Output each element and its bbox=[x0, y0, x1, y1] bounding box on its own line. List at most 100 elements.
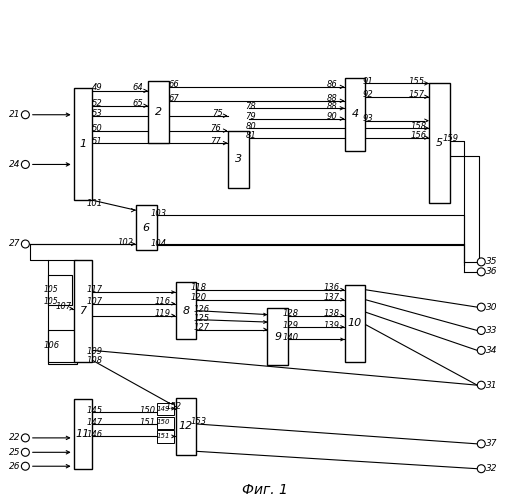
Text: 78: 78 bbox=[246, 102, 257, 111]
Text: 101: 101 bbox=[87, 198, 103, 207]
Bar bbox=[175, 282, 197, 340]
Text: 109: 109 bbox=[87, 348, 103, 356]
Text: 2: 2 bbox=[155, 107, 162, 117]
Text: 128: 128 bbox=[283, 309, 299, 318]
Bar bbox=[268, 308, 288, 366]
Bar bbox=[344, 78, 365, 150]
Text: 8: 8 bbox=[182, 306, 190, 316]
Text: 37: 37 bbox=[486, 440, 498, 448]
Text: 105: 105 bbox=[44, 285, 58, 294]
Text: 7: 7 bbox=[80, 306, 86, 316]
Circle shape bbox=[21, 111, 29, 118]
Text: 151: 151 bbox=[156, 434, 170, 440]
Bar bbox=[157, 416, 174, 429]
Text: 6: 6 bbox=[143, 222, 150, 232]
Text: 35: 35 bbox=[486, 258, 498, 266]
Text: 22: 22 bbox=[9, 434, 20, 442]
Text: 159: 159 bbox=[443, 134, 459, 143]
Text: 156: 156 bbox=[411, 131, 427, 140]
Text: 64: 64 bbox=[132, 84, 143, 92]
Text: 92: 92 bbox=[363, 90, 373, 100]
Text: 120: 120 bbox=[191, 293, 207, 302]
Circle shape bbox=[21, 434, 29, 442]
Text: 25: 25 bbox=[9, 448, 20, 457]
Bar bbox=[429, 84, 450, 202]
Text: 108: 108 bbox=[87, 356, 103, 366]
Text: 77: 77 bbox=[210, 136, 220, 145]
Text: 140: 140 bbox=[283, 333, 299, 342]
Circle shape bbox=[478, 346, 485, 354]
Bar bbox=[48, 275, 72, 304]
Text: 86: 86 bbox=[326, 80, 338, 90]
Text: 145: 145 bbox=[87, 406, 103, 414]
Text: 103: 103 bbox=[151, 208, 167, 218]
Text: 149: 149 bbox=[156, 406, 170, 411]
Text: 24: 24 bbox=[9, 160, 20, 169]
Text: 32: 32 bbox=[486, 464, 498, 473]
Circle shape bbox=[21, 448, 29, 456]
Circle shape bbox=[478, 326, 485, 334]
Text: 138: 138 bbox=[324, 309, 340, 318]
Text: 67: 67 bbox=[169, 94, 179, 104]
Circle shape bbox=[478, 464, 485, 472]
Text: 12: 12 bbox=[179, 421, 193, 431]
Bar bbox=[136, 205, 157, 250]
Text: 119: 119 bbox=[155, 308, 171, 318]
Text: 1: 1 bbox=[80, 140, 86, 149]
Text: 93: 93 bbox=[363, 114, 373, 123]
Text: 31: 31 bbox=[486, 380, 498, 390]
Circle shape bbox=[478, 258, 485, 266]
Text: 51: 51 bbox=[92, 136, 103, 145]
Circle shape bbox=[21, 462, 29, 470]
Text: 107: 107 bbox=[56, 302, 72, 311]
Bar bbox=[157, 402, 174, 415]
Text: 9: 9 bbox=[275, 332, 281, 342]
Circle shape bbox=[21, 160, 29, 168]
Bar bbox=[48, 260, 76, 364]
Text: 104: 104 bbox=[151, 238, 167, 248]
Text: 118: 118 bbox=[191, 283, 207, 292]
Text: 11: 11 bbox=[76, 429, 90, 439]
Text: 129: 129 bbox=[283, 320, 299, 330]
Text: 139: 139 bbox=[324, 320, 340, 330]
Text: 65: 65 bbox=[132, 99, 143, 108]
Text: 125: 125 bbox=[193, 314, 209, 323]
Bar bbox=[74, 260, 93, 362]
Text: 80: 80 bbox=[246, 122, 257, 130]
Text: 49: 49 bbox=[92, 84, 103, 92]
Text: 158: 158 bbox=[411, 122, 427, 130]
Text: 91: 91 bbox=[363, 77, 373, 86]
Text: 10: 10 bbox=[348, 318, 362, 328]
Bar bbox=[74, 88, 93, 200]
Circle shape bbox=[478, 381, 485, 389]
Text: 136: 136 bbox=[324, 283, 340, 292]
Text: 117: 117 bbox=[87, 285, 103, 294]
Text: 79: 79 bbox=[246, 112, 257, 121]
Text: 27: 27 bbox=[9, 240, 20, 248]
Text: 147: 147 bbox=[87, 418, 103, 427]
Text: 146: 146 bbox=[87, 430, 103, 440]
Text: 152: 152 bbox=[166, 402, 182, 411]
Text: 66: 66 bbox=[169, 80, 179, 90]
Circle shape bbox=[21, 240, 29, 248]
Text: 52: 52 bbox=[92, 99, 103, 108]
Bar bbox=[228, 130, 249, 188]
Text: 75: 75 bbox=[213, 109, 223, 118]
Bar bbox=[148, 81, 169, 143]
Text: 137: 137 bbox=[324, 293, 340, 302]
Text: 151: 151 bbox=[139, 418, 156, 427]
Text: 153: 153 bbox=[191, 417, 207, 426]
Text: 4: 4 bbox=[351, 110, 359, 120]
Text: 33: 33 bbox=[486, 326, 498, 335]
Bar bbox=[157, 430, 174, 443]
Text: 155: 155 bbox=[409, 77, 425, 86]
Text: 53: 53 bbox=[92, 109, 103, 118]
Text: 105: 105 bbox=[44, 297, 58, 306]
Text: 21: 21 bbox=[9, 110, 20, 119]
Text: 50: 50 bbox=[92, 124, 103, 133]
Text: 150: 150 bbox=[156, 420, 170, 426]
Circle shape bbox=[478, 440, 485, 448]
Bar bbox=[344, 285, 365, 362]
Text: 88: 88 bbox=[326, 94, 338, 104]
Text: 126: 126 bbox=[193, 305, 209, 314]
